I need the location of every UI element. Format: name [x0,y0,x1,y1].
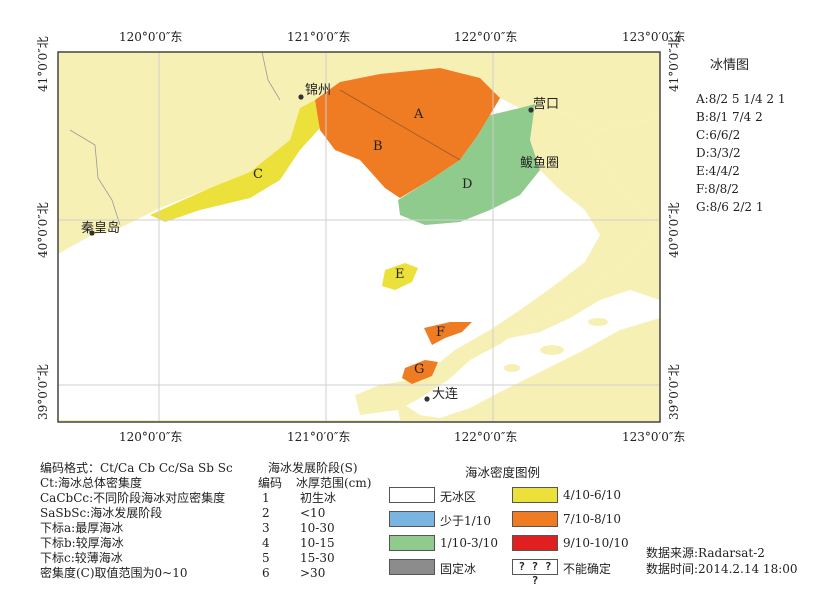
ice-code-B: B:8/1 7/4 2 [696,110,763,124]
ice-zone-AB [315,68,500,198]
city-dot-yingkou [528,107,534,113]
ice-code-E: E:4/4/2 [696,164,740,178]
lat-tick-right: 40°0′0″北 [667,202,681,258]
coding-note: Ct:海冰总体密集度 [40,476,143,490]
lon-tick-bottom: 121°0′0″东 [287,430,351,444]
stage-table-header-code: 编码 [258,476,283,490]
lat-tick-left: 40°0′0″北 [36,202,50,258]
stage-code: 2 [262,506,270,520]
ice-zone-D [398,104,540,225]
city-dot-dalian [424,396,430,402]
ice-map [57,51,661,423]
lat-tick-left: 39°0′0″北 [36,364,50,420]
zone-label-F: F [436,325,446,340]
place-yingkou: 营口 [533,97,560,112]
legend-swatch-less-1-10 [389,511,435,527]
legend-label: 无冰区 [440,490,477,504]
stage-range: 10-15 [300,536,335,550]
legend-swatch-fast-ice [389,559,435,575]
stage-code: 1 [262,491,270,505]
ice-zone-C [150,100,320,222]
lon-tick-bottom: 120°0′0″东 [119,430,183,444]
lat-tick-left: 41°0′0″北 [36,36,50,92]
legend-swatch-uncertain: ? ? ? ? [512,559,558,587]
ice-code-C: C:6/6/2 [696,128,741,142]
ice-code-A: A:8/2 5 1/4 2 1 [696,92,786,106]
lon-tick-bottom: 122°0′0″东 [454,430,518,444]
stage-range: 15-30 [300,551,335,565]
data-time: 数据时间:2014.2.14 18:00 [646,562,798,576]
ice-code-D: D:3/3/2 [696,146,741,160]
zone-label-G: G [414,362,425,377]
lon-tick-top: 120°0′0″东 [119,30,183,44]
map-frame [57,51,661,423]
zone-label-A: A [414,107,424,122]
stage-table-header-thickness: 冰厚范围(cm) [296,476,372,490]
island [588,318,608,326]
legend-label: 不能确定 [563,562,612,576]
lon-tick-bottom: 123°0′0″东 [622,430,686,444]
land-east-coast [355,104,655,415]
coding-note: 编码格式：Ct/Ca Cb Cc/Sa Sb Sc [40,461,233,475]
city-dot-jinzhou [298,94,304,100]
stage-range: <10 [300,506,326,520]
density-legend-title: 海冰密度图例 [465,465,541,480]
lat-tick-right: 39°0′0″北 [667,364,681,420]
zone-boundary-AB [339,89,461,161]
coding-note: 下标c:较薄海冰 [40,551,123,565]
legend-swatch-9-10 [512,535,558,551]
land-north [58,52,660,254]
legend-label: 少于1/10 [440,514,491,528]
coding-note: 下标a:最厚海冰 [40,521,124,535]
island [540,345,564,355]
legend-label: 4/10-6/10 [563,488,621,502]
stage-range: 10-30 [300,521,335,535]
stage-code: 4 [262,536,270,550]
coding-note: CaCbCc:不同阶段海冰对应密集度 [40,491,226,505]
lat-tick-right: 41°0′0″北 [667,36,681,92]
coding-note: 下标b:较厚海冰 [40,536,124,550]
river [69,129,121,226]
coding-note: SaSbSc:海冰发展阶段 [40,506,163,520]
island [504,364,520,372]
place-bayuquan: 鲅鱼圈 [520,156,560,171]
stage-table-title: 海冰发展阶段(S) [268,461,358,475]
legend-swatch-7-8 [512,511,558,527]
data-source: 数据来源:Radarsat-2 [646,546,765,560]
legend-swatch-4-6 [512,487,558,503]
stage-range: >30 [300,566,326,580]
lon-tick-top: 122°0′0″东 [454,30,518,44]
ice-zone-G [402,360,438,384]
legend-swatch-1-3 [389,535,435,551]
zone-label-D: D [462,177,473,192]
place-jinzhou: 锦州 [305,83,332,98]
stage-code: 6 [262,566,270,580]
ice-code-F: F:8/8/2 [696,182,739,196]
coding-note: 密集度(C)取值范围为0~10 [40,566,188,580]
zone-label-C: C [253,167,263,182]
stage-code: 5 [262,551,270,565]
ice-zone-F [424,322,472,345]
place-dalian: 大连 [432,387,459,402]
legend-label: 7/10-8/10 [563,512,621,526]
stage-code: 3 [262,521,270,535]
ice-zone-E [382,263,418,290]
zone-label-B: B [373,139,383,154]
zone-label-E: E [395,267,405,282]
legend-label: 9/10-10/10 [563,536,629,550]
ice-code-G: G:8/6 2/2 1 [696,200,764,214]
lon-tick-top: 121°0′0″东 [287,30,351,44]
legend-label: 1/10-3/10 [440,536,498,550]
legend-swatch-no-ice [389,487,435,503]
river [261,51,281,101]
city-dot-qinhuangdao [89,230,95,236]
legend-label: 固定冰 [440,562,477,576]
land-peninsula [58,118,660,422]
lon-tick-top: 123°0′0″东 [622,30,686,44]
place-qinhuangdao: 秦皇岛 [81,221,121,236]
ice-chart-title: 冰情图 [710,58,750,73]
stage-range: 初生冰 [300,491,337,505]
graticule [58,52,660,422]
